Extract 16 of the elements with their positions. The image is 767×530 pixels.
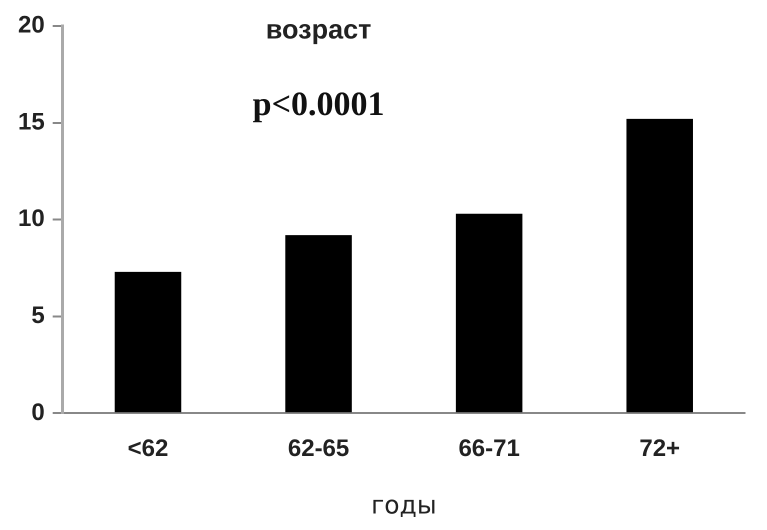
y-tick-label: 0 (31, 398, 45, 426)
x-tick-label: 72+ (639, 435, 680, 462)
chart-title: возраст (266, 14, 372, 44)
y-tick-label: 20 (18, 12, 45, 39)
y-tick-label: 10 (18, 205, 45, 232)
bar (456, 214, 522, 412)
annotation: p<0.0001 (252, 86, 384, 123)
y-tick-label: 15 (18, 108, 45, 136)
x-tick-label: 62-65 (288, 435, 350, 462)
x-tick-label: 66-71 (458, 435, 520, 462)
x-axis-title: годы (371, 490, 437, 520)
bar (626, 118, 693, 412)
bar (285, 235, 352, 412)
x-tick-label: <62 (128, 435, 168, 462)
bar (114, 272, 182, 412)
y-tick-label: 5 (31, 302, 45, 330)
